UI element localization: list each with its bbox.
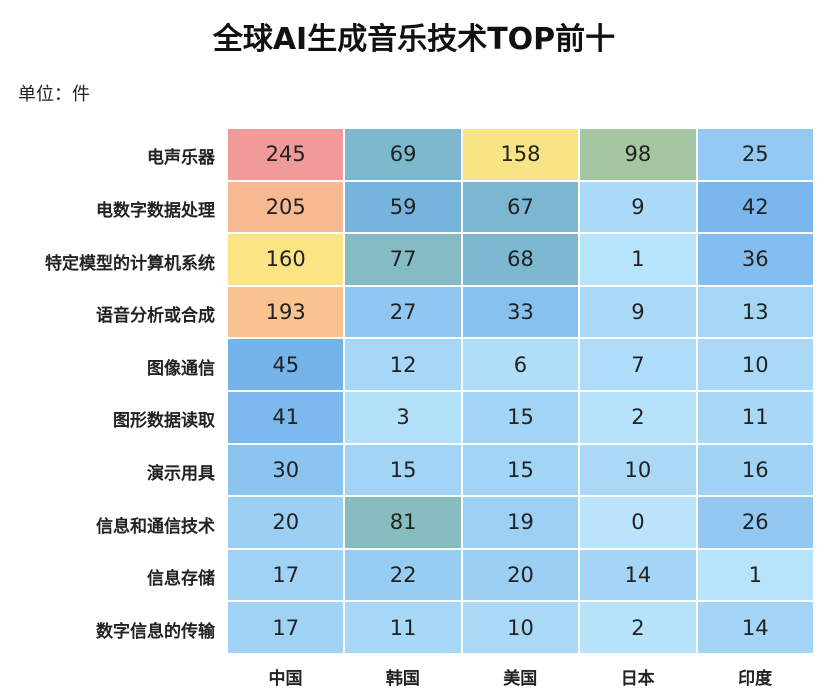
heatmap-cell: 15: [461, 391, 580, 444]
unit-label: 单位：件: [18, 84, 90, 105]
heatmap-cell: 12: [344, 338, 462, 391]
heatmap-cell: 14: [579, 548, 697, 602]
heatmap-cell: 1: [696, 548, 814, 602]
column-label: 日本: [620, 669, 655, 689]
heatmap-cell: 3: [344, 391, 462, 444]
heatmap-cell: 11: [344, 601, 462, 654]
column-label: 韩国: [385, 669, 420, 689]
heatmap-cell: 160: [227, 233, 345, 286]
heatmap-cell: 245: [227, 128, 345, 181]
heatmap-cell: 10: [579, 443, 697, 497]
heatmap-cell: 20: [461, 548, 580, 602]
heatmap-cell: 26: [696, 496, 814, 549]
row-label: 演示用具: [147, 463, 215, 484]
row-label: 数字信息的传输: [96, 621, 215, 642]
heatmap-cell: 11: [696, 391, 814, 444]
heatmap-cell: 27: [344, 285, 462, 339]
heatmap-cell: 15: [344, 443, 462, 497]
row-label: 信息和通信技术: [96, 516, 215, 537]
heatmap-cell: 17: [227, 548, 345, 602]
heatmap-cell: 0: [579, 496, 697, 549]
heatmap-cell: 193: [227, 285, 345, 339]
heatmap-cell: 22: [344, 548, 462, 602]
heatmap-cell: 6: [461, 338, 580, 391]
chart-title: 全球AI生成音乐技术TOP前十: [212, 22, 616, 57]
heatmap-cell: 13: [696, 285, 814, 339]
row-label: 语音分析或合成: [96, 306, 215, 327]
heatmap-cell: 33: [461, 285, 580, 339]
heatmap-cell: 10: [461, 601, 580, 654]
heatmap-cell: 98: [579, 128, 697, 181]
heatmap-cell: 30: [227, 443, 345, 497]
heatmap-cell: 1: [579, 233, 697, 286]
heatmap-cell: 36: [696, 233, 814, 286]
heatmap-cell: 81: [344, 496, 462, 549]
heatmap-cell: 205: [227, 180, 345, 234]
heatmap-cell: 10: [696, 338, 814, 391]
heatmap-cell: 17: [227, 601, 345, 654]
heatmap-cell: 2: [579, 601, 697, 654]
heatmap-cell: 45: [227, 338, 345, 391]
heatmap-cell: 16: [696, 443, 814, 497]
column-label: 美国: [503, 669, 538, 689]
column-label: 中国: [268, 669, 303, 689]
row-label: 图像通信: [147, 358, 215, 379]
heatmap-cell: 9: [579, 285, 697, 339]
heatmap-cell: 69: [344, 128, 462, 181]
heatmap-cell: 158: [461, 128, 580, 181]
row-label: 电声乐器: [147, 148, 215, 169]
row-label: 电数字数据处理: [96, 200, 215, 221]
heatmap-cell: 19: [461, 496, 580, 549]
heatmap-cell: 68: [461, 233, 580, 286]
heatmap-cell: 67: [461, 180, 580, 234]
row-label: 特定模型的计算机系统: [45, 253, 215, 274]
heatmap-cell: 14: [696, 601, 814, 654]
row-label: 信息存储: [147, 569, 215, 590]
heatmap-cell: 20: [227, 496, 345, 549]
heatmap-cell: 25: [696, 128, 814, 181]
column-label: 印度: [738, 669, 773, 689]
heatmap-cell: 77: [344, 233, 462, 286]
heatmap-cell: 2: [579, 391, 697, 444]
heatmap-cell: 41: [227, 391, 345, 444]
heatmap-cell: 15: [461, 443, 580, 497]
heatmap-cell: 42: [696, 180, 814, 234]
row-label: 图形数据读取: [113, 411, 215, 432]
heatmap-cell: 9: [579, 180, 697, 234]
heatmap-cell: 7: [579, 338, 697, 391]
heatmap-cell: 59: [344, 180, 462, 234]
